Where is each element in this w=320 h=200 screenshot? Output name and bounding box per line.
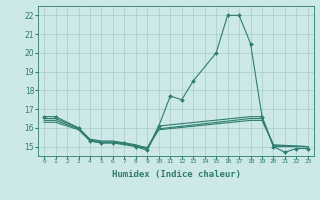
X-axis label: Humidex (Indice chaleur): Humidex (Indice chaleur) [111,170,241,179]
